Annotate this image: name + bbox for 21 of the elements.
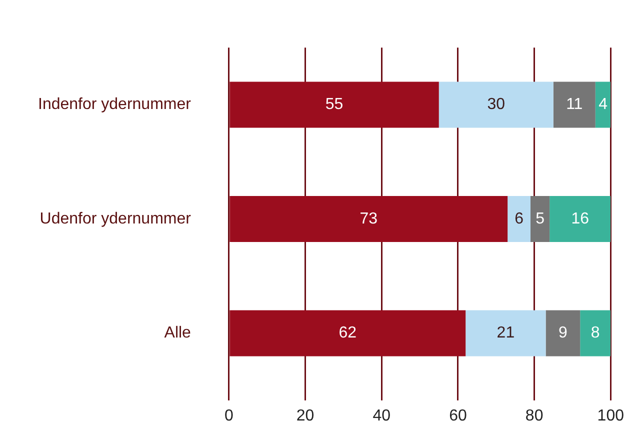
data-label: 4 [598,96,608,114]
data-label: 16 [571,210,590,228]
data-label: 6 [514,210,524,228]
x-tick-label: 0 [224,407,234,424]
x-tick-label: 20 [296,407,314,424]
y-tick-label: Alle [164,324,192,342]
data-label: 9 [558,324,568,342]
y-tick-label: Udenfor ydernummer [40,210,192,228]
data-label: 21 [496,324,515,342]
x-tick-label: 80 [525,407,544,424]
x-tick-label: 100 [597,407,624,424]
data-label: 11 [566,96,583,114]
data-label: 30 [487,96,506,114]
data-label: 8 [590,324,600,342]
x-tick-label: 60 [449,407,467,424]
x-tick-label: 40 [372,407,391,424]
data-label: 5 [536,210,545,228]
data-label: 73 [360,210,378,228]
y-tick-label: Indenfor ydernummer [38,96,192,114]
data-label: 62 [338,324,357,342]
data-label: 55 [325,96,344,114]
